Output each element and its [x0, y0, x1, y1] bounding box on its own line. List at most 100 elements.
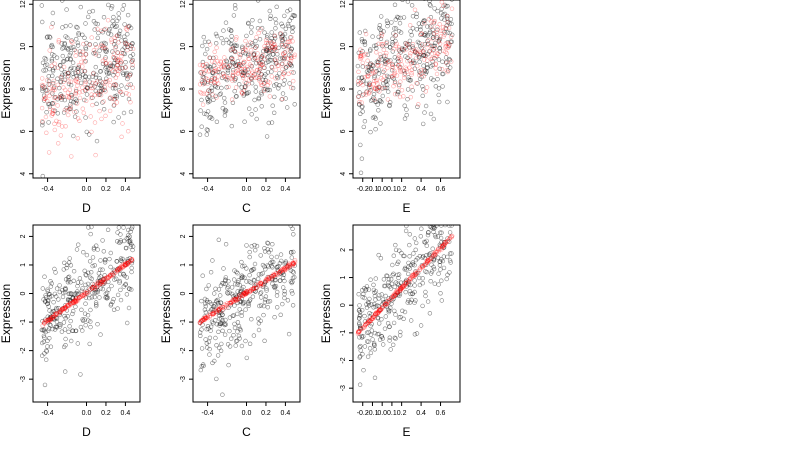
data-point-red — [364, 321, 370, 326]
data-point-red — [360, 82, 365, 88]
data-point-black — [254, 116, 259, 122]
data-point-red — [73, 296, 79, 301]
data-point-red — [242, 291, 247, 296]
data-point-red — [206, 68, 212, 73]
data-point-black — [75, 283, 80, 289]
data-point-red — [408, 50, 413, 56]
data-point-red — [390, 294, 396, 300]
data-point-red — [359, 326, 365, 332]
data-point-black — [289, 255, 294, 260]
data-point-red — [433, 249, 438, 255]
data-point-black — [249, 244, 254, 249]
data-point-black — [423, 71, 428, 76]
data-point-black — [383, 314, 388, 319]
data-point-red — [382, 85, 387, 91]
data-point-red — [222, 302, 228, 307]
data-point-red — [112, 81, 117, 87]
data-point-red — [441, 34, 446, 39]
y-axis-label: Expression — [0, 59, 13, 118]
data-point-red — [281, 51, 286, 56]
data-point-black — [110, 64, 115, 69]
data-point-red — [403, 280, 409, 285]
data-point-black — [258, 272, 264, 277]
data-point-black — [411, 46, 416, 51]
data-point-black — [246, 301, 251, 306]
data-point-black — [123, 59, 128, 65]
data-point-red — [101, 45, 106, 50]
data-point-black — [97, 267, 103, 272]
data-point-black — [60, 53, 65, 59]
data-point-red — [372, 85, 378, 91]
data-point-black — [383, 283, 388, 289]
data-point-black — [414, 14, 419, 20]
data-point-black — [245, 42, 251, 48]
data-point-black — [273, 278, 278, 283]
data-point-black — [381, 29, 386, 34]
data-point-black — [278, 278, 283, 283]
data-point-red — [109, 96, 115, 102]
data-point-red — [398, 286, 403, 292]
data-point-red — [356, 330, 361, 335]
data-point-red — [115, 62, 121, 68]
data-point-black — [258, 303, 264, 308]
data-point-red — [432, 251, 438, 257]
data-point-black — [75, 289, 80, 294]
data-point-red — [251, 285, 257, 291]
data-point-red — [100, 80, 106, 85]
data-point-red — [220, 304, 226, 310]
data-point-red — [286, 261, 292, 266]
data-point-red — [93, 81, 99, 86]
data-point-black — [361, 368, 366, 373]
data-point-red — [440, 245, 445, 250]
data-point-black — [262, 281, 268, 286]
data-point-red — [373, 86, 378, 92]
data-point-black — [122, 273, 127, 279]
data-point-red — [49, 25, 54, 30]
data-point-red — [384, 301, 389, 306]
data-point-black — [430, 246, 435, 251]
data-point-red — [233, 49, 238, 55]
data-point-black — [130, 225, 135, 230]
data-point-red — [47, 81, 53, 87]
data-point-black — [262, 299, 268, 305]
data-point-black — [279, 41, 285, 47]
data-point-red — [407, 53, 413, 58]
data-point-black — [425, 65, 430, 70]
data-point-red — [201, 316, 206, 322]
data-point-black — [111, 55, 117, 61]
data-point-red — [356, 329, 362, 334]
data-point-black — [129, 287, 134, 292]
data-point-black — [218, 321, 224, 326]
data-point-black — [261, 49, 266, 54]
data-point-black — [243, 68, 248, 74]
data-point-red — [269, 274, 275, 279]
data-point-red — [243, 291, 249, 296]
data-point-black — [212, 63, 217, 68]
data-point-black — [417, 59, 422, 64]
data-point-black — [265, 42, 271, 47]
data-point-black — [441, 71, 446, 77]
data-point-red — [421, 73, 426, 79]
data-point-black — [223, 275, 229, 280]
data-point-red — [356, 329, 361, 334]
data-point-red — [272, 44, 278, 50]
data-point-black — [406, 298, 411, 303]
data-point-red — [390, 73, 395, 79]
data-point-black — [46, 120, 51, 125]
data-point-red — [244, 289, 249, 294]
data-point-red — [251, 286, 256, 291]
data-point-black — [115, 230, 120, 235]
data-point-black — [249, 41, 255, 46]
data-point-black — [121, 238, 127, 244]
data-point-black — [372, 341, 377, 346]
data-point-black — [421, 121, 426, 127]
data-point-black — [44, 109, 49, 115]
data-point-black — [272, 110, 277, 116]
data-point-red — [102, 280, 108, 285]
data-point-black — [239, 286, 245, 292]
data-point-red — [44, 318, 50, 323]
data-point-black — [213, 84, 218, 89]
data-point-black — [420, 255, 425, 260]
data-point-black — [447, 251, 453, 256]
data-point-red — [431, 250, 436, 256]
